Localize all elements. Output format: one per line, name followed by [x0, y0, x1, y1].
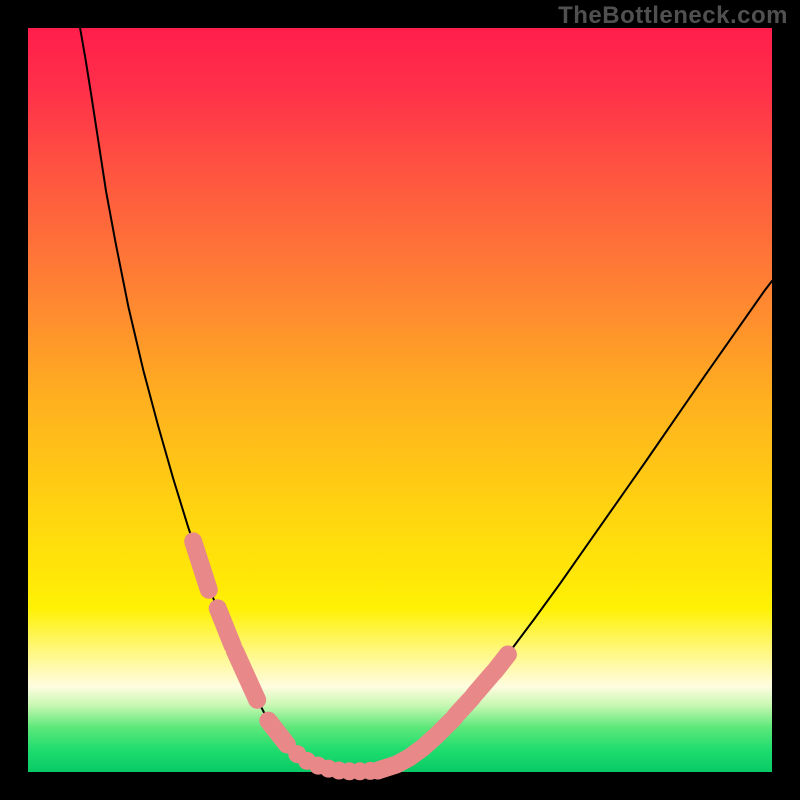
marker-dot [361, 762, 379, 780]
chart-svg [0, 0, 800, 800]
watermark-text: TheBottleneck.com [558, 2, 788, 30]
plot-background [28, 28, 772, 772]
marker-segment [494, 654, 507, 671]
